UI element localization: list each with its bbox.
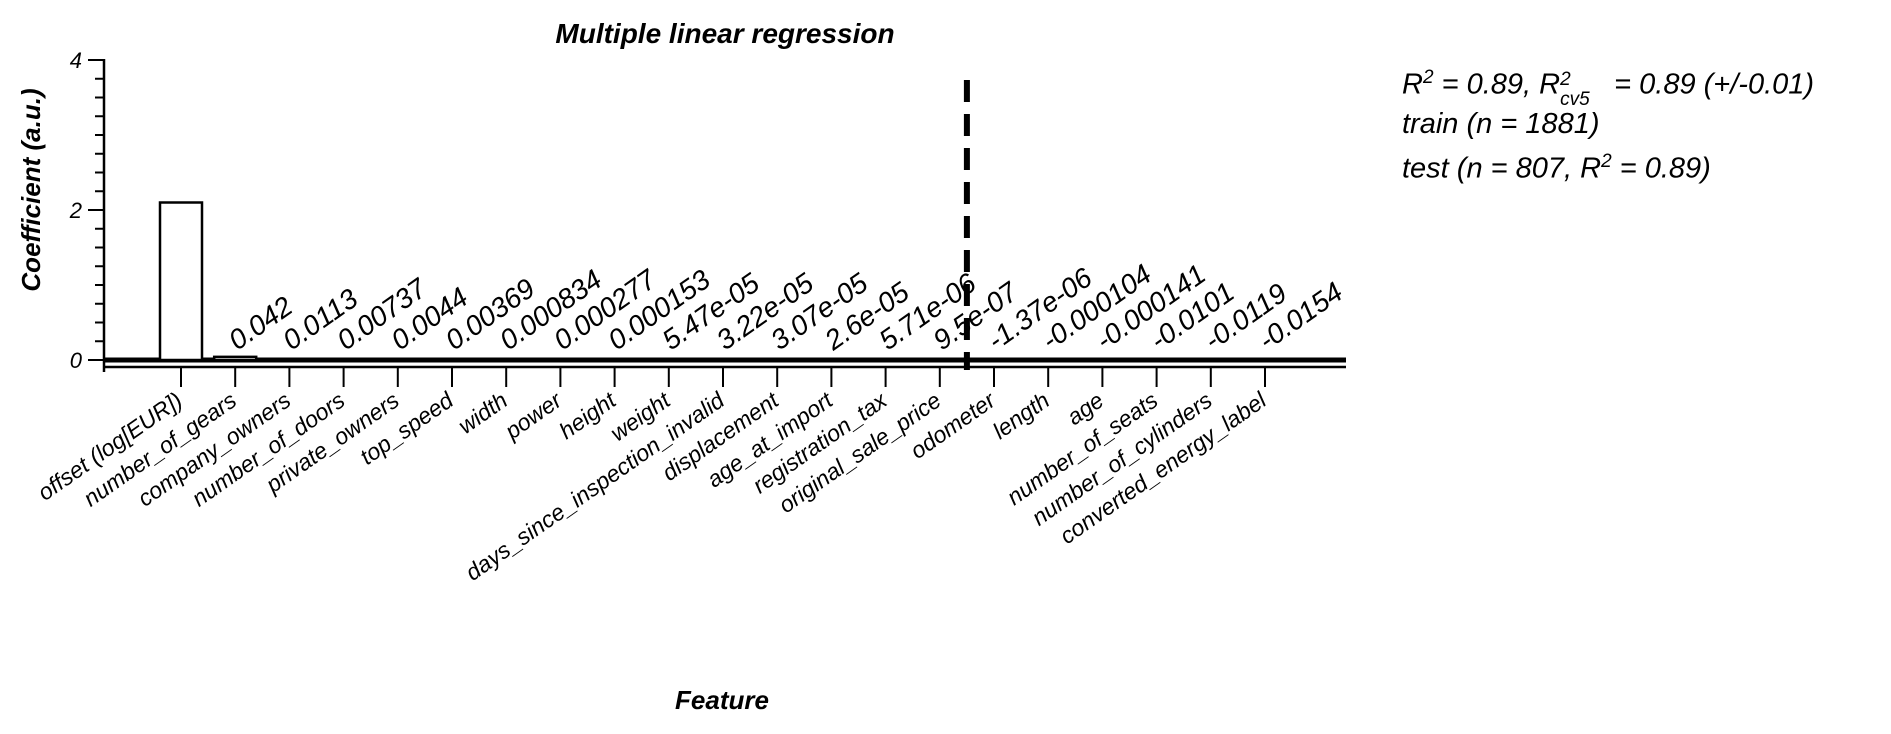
y-tick-label: 2 xyxy=(69,198,82,223)
y-tick-label: 0 xyxy=(70,348,83,373)
x-tick-label: length xyxy=(988,387,1054,444)
chart-title: Multiple linear regression xyxy=(555,18,894,49)
r2-prefix: R xyxy=(1402,68,1423,101)
r2-superscript: 2 xyxy=(1422,67,1434,88)
bar xyxy=(971,358,1017,362)
bar xyxy=(538,358,583,362)
bar xyxy=(429,358,475,362)
r2cv-superscript: 2 xyxy=(1560,68,1571,90)
r2cv-subscript: cv5 xyxy=(1560,88,1590,110)
bar xyxy=(212,355,258,362)
bar xyxy=(267,357,312,362)
r2-mid: = 0.89, R xyxy=(1433,68,1561,101)
test-superscript: 2 xyxy=(1601,151,1612,172)
bar xyxy=(592,358,637,362)
x-tick-label: power xyxy=(499,386,567,445)
test-prefix: test (n = 807, R xyxy=(1402,152,1602,185)
bar xyxy=(754,358,800,362)
x-axis-label: Feature xyxy=(675,685,769,715)
test-annotation: test (n = 807, R2 = 0.89) xyxy=(1402,152,1711,184)
bar xyxy=(646,358,692,362)
bar xyxy=(809,358,854,362)
bar xyxy=(1242,358,1288,363)
x-tick-label: width xyxy=(453,387,512,439)
bar xyxy=(917,358,963,362)
bar xyxy=(863,358,908,362)
bar xyxy=(700,358,746,362)
train-annotation: train (n = 1881) xyxy=(1402,108,1600,140)
bar xyxy=(483,358,529,362)
y-axis-label: Coefficient (a.u.) xyxy=(16,88,46,291)
test-suffix: = 0.89) xyxy=(1611,152,1711,185)
bar xyxy=(321,358,366,362)
bar xyxy=(1080,358,1125,362)
bar xyxy=(158,201,204,362)
r2-annotation: R2 = 0.89, R 2 cv5 = 0.89 (+/-0.01) xyxy=(1402,67,1815,109)
r2cv-value: = 0.89 (+/-0.01) xyxy=(1606,68,1815,101)
bar xyxy=(375,358,421,362)
bar xyxy=(1025,358,1071,362)
bar xyxy=(1188,358,1234,363)
y-tick-label: 4 xyxy=(70,48,82,73)
bar xyxy=(1134,358,1179,363)
